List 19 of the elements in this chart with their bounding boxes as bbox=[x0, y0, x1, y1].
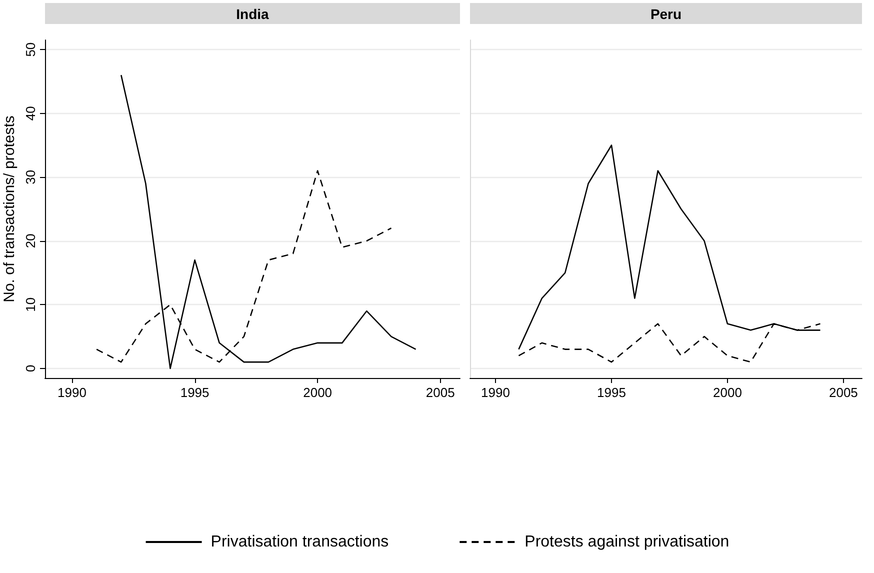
x-tick-label: 2000 bbox=[713, 385, 742, 400]
y-tick-label: 40 bbox=[23, 106, 38, 121]
x-tick-label: 1995 bbox=[180, 385, 210, 400]
y-tick-label: 30 bbox=[23, 170, 38, 184]
x-tick-label: 2005 bbox=[426, 385, 455, 400]
y-tick-label: 50 bbox=[23, 42, 38, 57]
y-tick-label: 20 bbox=[23, 234, 38, 248]
x-tick-label: 2005 bbox=[828, 385, 858, 400]
y-tick-label: 10 bbox=[23, 297, 38, 312]
legend-label: Privatisation transactions bbox=[210, 534, 389, 550]
y-axis-title: No. of transactions/ protests bbox=[1, 116, 18, 302]
x-tick-label: 1990 bbox=[58, 385, 86, 400]
y-tick-label: 0 bbox=[23, 364, 38, 372]
x-tick-label: 1990 bbox=[481, 385, 510, 400]
x-tick-label: 2000 bbox=[303, 385, 332, 400]
chart-title: India bbox=[236, 6, 270, 22]
legend-label: Protests against privatisation bbox=[524, 534, 730, 550]
x-tick-label: 1995 bbox=[597, 385, 626, 400]
chart-title: Peru bbox=[650, 6, 682, 22]
